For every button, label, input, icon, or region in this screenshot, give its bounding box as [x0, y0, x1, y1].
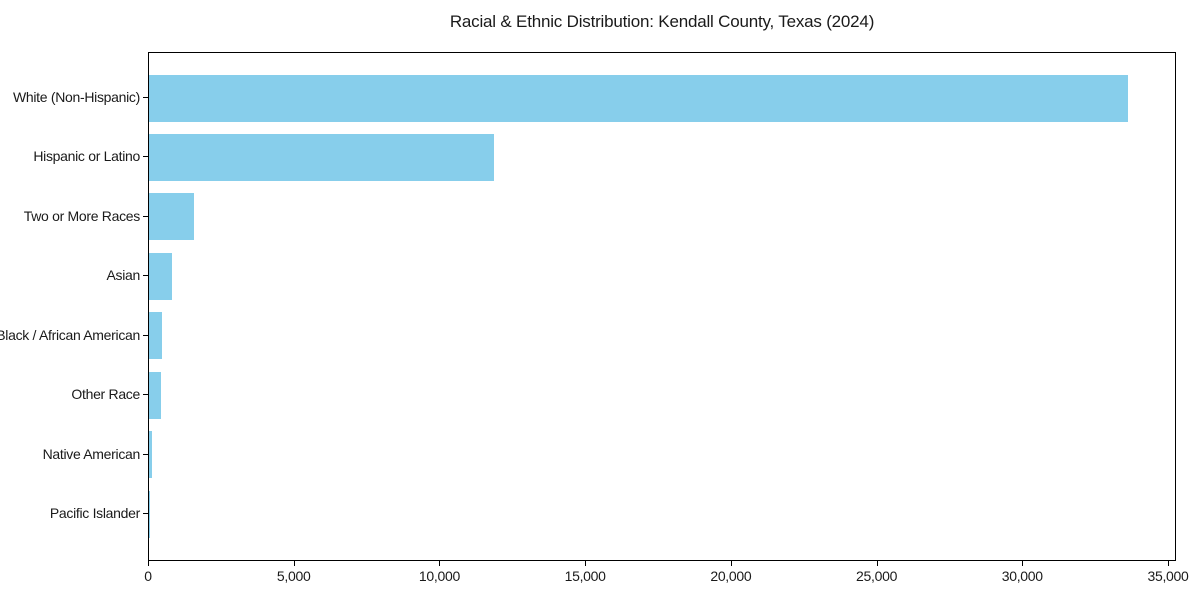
y-label-other-race: Other Race	[71, 386, 140, 403]
x-tick-20000	[730, 561, 732, 566]
x-label-10000: 10,000	[418, 568, 460, 584]
y-label-asian: Asian	[106, 267, 140, 284]
x-label-25000: 25,000	[856, 568, 898, 584]
bar-black-african-american	[149, 312, 163, 360]
y-tick-hispanic-or-latino	[143, 156, 148, 158]
bar-asian	[149, 252, 173, 300]
y-tick-black-african-american	[143, 334, 148, 336]
y-tick-asian	[143, 275, 148, 277]
chart-title: Racial & Ethnic Distribution: Kendall Co…	[449, 12, 875, 31]
x-tick-0	[148, 561, 149, 566]
x-label-20000: 20,000	[710, 568, 752, 584]
x-label-30000: 30,000	[1001, 568, 1043, 584]
bar-hispanic-or-latino	[149, 133, 495, 181]
plot-area	[148, 52, 1176, 561]
x-tick-30000	[1022, 561, 1024, 566]
y-label-two-or-more-races: Two or More Races	[23, 207, 141, 224]
x-tick-10000	[439, 561, 441, 566]
x-tick-35000	[1167, 561, 1169, 566]
y-label-hispanic-or-latino: Hispanic or Latino	[33, 148, 140, 165]
y-tick-two-or-more-races	[143, 215, 148, 217]
bar-white-non-hispanic	[149, 74, 1129, 122]
x-tick-5000	[293, 561, 295, 566]
x-label-5000: 5,000	[276, 568, 311, 584]
y-tick-other-race	[143, 394, 148, 396]
x-label-0: 0	[144, 568, 152, 584]
x-tick-25000	[876, 561, 878, 566]
x-tick-15000	[585, 561, 587, 566]
y-label-native-american: Native American	[42, 445, 141, 462]
x-label-35000: 35,000	[1147, 568, 1189, 584]
y-label-white-non-hispanic: White (Non-Hispanic)	[12, 89, 140, 105]
bar-pacific-islander	[149, 490, 150, 538]
y-tick-white-non-hispanic	[143, 97, 148, 98]
bar-two-or-more-races	[149, 193, 195, 241]
y-tick-pacific-islander	[143, 513, 148, 514]
bar-other-race	[149, 371, 161, 419]
x-label-15000: 15,000	[564, 568, 606, 584]
bar-native-american	[149, 431, 152, 479]
y-label-black-african-american: Black / African American	[0, 326, 140, 343]
y-tick-native-american	[143, 453, 148, 455]
y-label-pacific-islander: Pacific Islander	[49, 505, 140, 521]
